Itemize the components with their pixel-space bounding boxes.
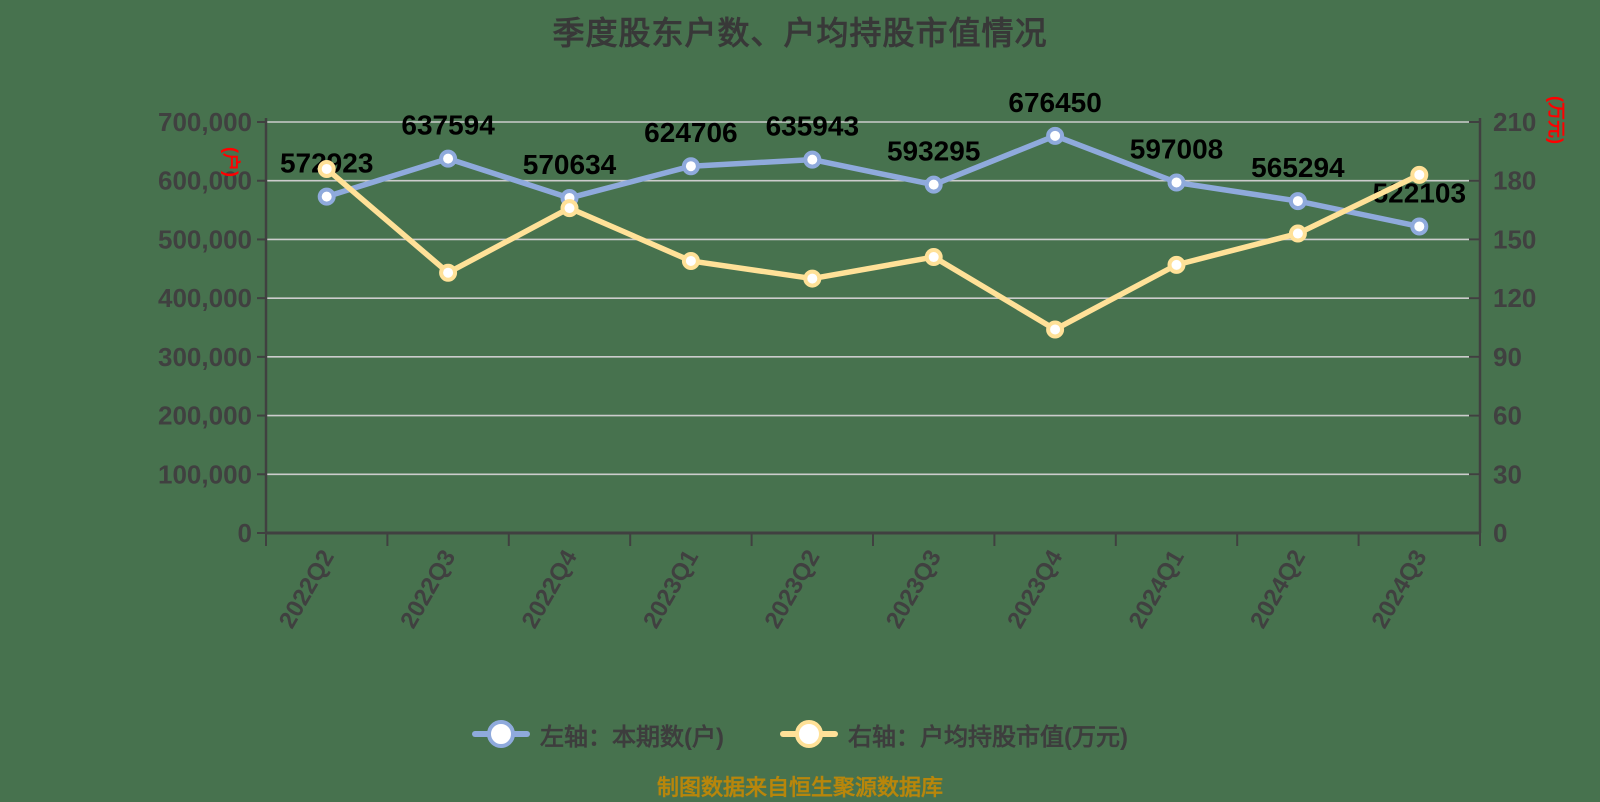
data-label-shareholder-count: 676450	[1008, 87, 1101, 118]
data-point-avg-market-value	[1046, 320, 1065, 339]
right-axis-tick-label: 120	[1493, 283, 1536, 313]
data-point-shareholder-count	[924, 175, 943, 194]
data-label-shareholder-count: 570634	[523, 149, 617, 180]
data-point-avg-market-value	[1167, 255, 1186, 274]
x-axis-tick-label: 2023Q3	[881, 546, 947, 633]
data-point-avg-market-value	[560, 199, 579, 218]
series-line-avg-market-value	[323, 166, 1423, 333]
legend: 左轴：本期数(户) 右轴：户均持股市值(万元)	[0, 714, 1600, 754]
right-axis-tick-label: 30	[1493, 459, 1522, 489]
legend-label-shareholder-count: 左轴：本期数(户)	[540, 723, 724, 751]
left-axis-tick-label: 0	[238, 518, 252, 548]
data-label-shareholder-count: 597008	[1130, 133, 1223, 164]
left-axis-tick-label: 700,000	[158, 107, 252, 137]
legend-item-shareholder-count[interactable]: 左轴：本期数(户)	[472, 717, 724, 752]
right-axis-tick-label: 90	[1493, 342, 1522, 372]
data-point-avg-market-value	[439, 263, 458, 282]
right-axis-tick-label: 180	[1493, 166, 1536, 196]
x-axis-tick-label: 2024Q2	[1245, 546, 1311, 633]
legend-circle-yellow	[795, 720, 823, 748]
left-axis-tick-label: 300,000	[158, 342, 252, 372]
left-axis-tick-label: 400,000	[158, 283, 252, 313]
x-axis-tick-label: 2023Q1	[638, 546, 704, 633]
data-point-shareholder-count	[439, 149, 458, 168]
legend-item-avg-market-value[interactable]: 右轴：户均持股市值(万元)	[780, 717, 1128, 752]
data-point-shareholder-count	[1410, 217, 1429, 236]
data-point-shareholder-count	[803, 150, 822, 169]
data-label-shareholder-count: 637594	[401, 110, 495, 141]
data-point-shareholder-count	[1046, 126, 1065, 145]
chart-title: 季度股东户数、户均持股市值情况	[552, 15, 1048, 51]
data-point-avg-market-value	[681, 251, 700, 270]
data-point-avg-market-value	[803, 269, 822, 288]
data-point-shareholder-count	[1288, 192, 1307, 211]
data-label-shareholder-count: 593295	[887, 136, 980, 167]
data-point-shareholder-count	[317, 187, 336, 206]
data-label-shareholder-count: 565294	[1251, 152, 1345, 183]
data-source-note: 制图数据来自恒生聚源数据库	[656, 775, 943, 800]
line-circle-marker-icon	[472, 719, 531, 749]
left-axis-unit-label: (户)	[221, 147, 241, 177]
right-axis-tick-label: 60	[1493, 401, 1522, 431]
right-axis-tick-label: 150	[1493, 224, 1536, 254]
series-line-shareholder-count	[323, 133, 1423, 230]
x-axis-tick-label: 2022Q3	[395, 546, 461, 633]
data-point-shareholder-count	[681, 157, 700, 176]
left-axis-tick-label: 200,000	[158, 401, 252, 431]
data-label-shareholder-count: 624706	[644, 117, 737, 148]
x-axis-tick-label: 2022Q2	[274, 546, 340, 633]
x-axis-tick-label: 2024Q3	[1366, 546, 1432, 633]
left-axis-tick-label: 600,000	[158, 166, 252, 196]
x-axis-tick-label: 2024Q1	[1124, 546, 1190, 633]
right-axis-unit-label: (万元)	[1546, 96, 1566, 144]
right-axis-tick-label: 0	[1493, 518, 1507, 548]
data-point-avg-market-value	[317, 159, 336, 178]
data-point-shareholder-count	[1167, 173, 1186, 192]
x-axis-tick-label: 2022Q4	[517, 545, 583, 633]
x-axis-tick-label: 2023Q2	[759, 546, 825, 633]
legend-label-avg-market-value: 右轴：户均持股市值(万元)	[848, 723, 1128, 751]
line-circle-marker-icon	[780, 719, 838, 749]
data-point-avg-market-value	[1288, 224, 1307, 243]
x-axis-tick-label: 2023Q4	[1002, 545, 1068, 633]
data-label-shareholder-count: 635943	[766, 111, 859, 142]
data-point-avg-market-value	[924, 248, 943, 267]
legend-circle-blue	[487, 720, 516, 748]
right-axis-tick-label: 210	[1493, 107, 1536, 137]
left-axis-tick-label: 500,000	[158, 224, 252, 254]
data-point-avg-market-value	[1410, 165, 1429, 184]
left-axis-tick-label: 100,000	[158, 459, 252, 489]
